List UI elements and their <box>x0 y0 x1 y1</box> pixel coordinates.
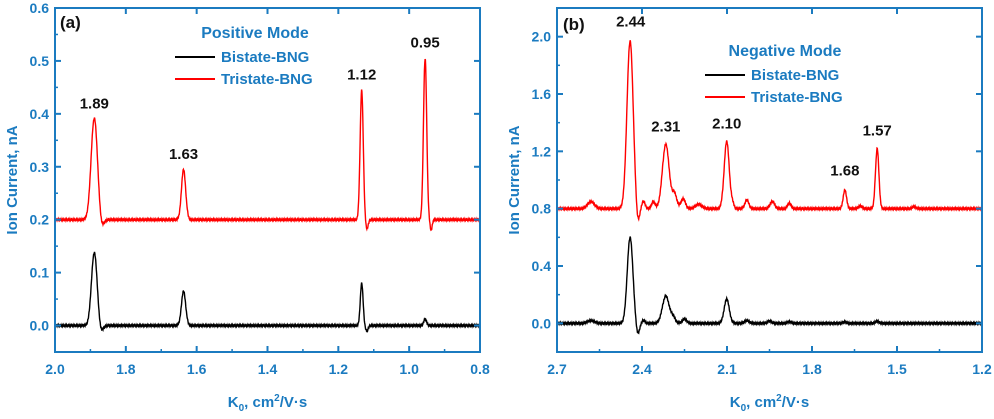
x-tick-label: 1.4 <box>258 361 278 377</box>
peak-label: 1.63 <box>169 146 198 163</box>
y-tick-label: 0.4 <box>532 258 552 274</box>
x-tick-label: 1.8 <box>802 361 822 377</box>
legend-label: Bistate-BNG <box>221 49 309 66</box>
y-tick-label: 0.5 <box>30 53 50 69</box>
x-tick-label: 1.8 <box>116 361 136 377</box>
series-line-bistate-bng <box>556 236 983 335</box>
x-tick-label: 1.2 <box>972 361 992 377</box>
x-tick-label: 2.4 <box>632 361 652 377</box>
y-tick-label: 0.6 <box>30 0 50 16</box>
y-tick-label: 0.1 <box>30 265 50 281</box>
y-axis-label: Ion Current, nA <box>506 125 523 234</box>
x-label-sub: 0 <box>239 403 245 414</box>
x-label-k: K <box>730 394 741 411</box>
x-tick-label: 2.0 <box>45 361 65 377</box>
peak-label: 2.44 <box>616 14 646 31</box>
panel-b: 2.7 2.4 2.1 1.8 1.5 1.2 0.0 0.4 0.8 1.2 1.6 2.0 Ion … <box>506 7 992 414</box>
x-axis-label: K0, cm2/V·s <box>228 393 308 414</box>
series-line-tristate-bng <box>54 58 481 232</box>
x-label-end: /V·s <box>782 394 810 411</box>
y-tick-label: 0.4 <box>30 106 50 122</box>
y-tick-label: 0.2 <box>30 212 50 228</box>
x-label-k: K <box>228 394 239 411</box>
x-label-unit: , cm <box>746 394 776 411</box>
panel-label: (a) <box>60 13 81 32</box>
y-tick-label: 0.8 <box>532 201 552 217</box>
peak-label: 1.89 <box>80 96 109 113</box>
y-tick-label: 2.0 <box>532 29 552 45</box>
legend-title: Positive Mode <box>201 25 309 42</box>
y-tick-label: 0.3 <box>30 159 50 175</box>
x-tick-label: 2.1 <box>717 361 737 377</box>
x-label-end: /V·s <box>280 394 308 411</box>
x-tick-label: 1.6 <box>187 361 207 377</box>
panel-a: 2.0 1.8 1.6 1.4 1.2 1.0 0.8 0.0 0.1 0.2 0.3 0.4 0.5 0… <box>4 0 490 414</box>
series-line-tristate-bng <box>556 40 983 222</box>
y-tick-label: 1.6 <box>532 86 552 102</box>
legend-label: Bistate-BNG <box>751 67 839 84</box>
x-axis-label: K0, cm2/V·s <box>730 393 810 414</box>
x-tick-label: 2.7 <box>547 361 567 377</box>
y-axis-label: Ion Current, nA <box>4 125 21 234</box>
x-label-unit: , cm <box>244 394 274 411</box>
legend-label: Tristate-BNG <box>221 71 313 88</box>
x-label-sup: 2 <box>776 393 782 404</box>
peak-label: 1.12 <box>347 66 376 83</box>
peak-label: 1.68 <box>830 163 859 180</box>
y-tick-label: 1.2 <box>532 143 552 159</box>
y-tick-label: 0.0 <box>30 318 50 334</box>
x-label-sup: 2 <box>274 393 280 404</box>
x-tick-label: 0.8 <box>470 361 490 377</box>
x-tick-label: 1.2 <box>329 361 349 377</box>
series-line-bistate-bng <box>54 251 481 333</box>
legend-label: Tristate-BNG <box>751 89 843 106</box>
x-tick-label: 1.5 <box>887 361 907 377</box>
y-tick-label: 0.0 <box>532 315 552 331</box>
x-tick-label: 1.0 <box>399 361 419 377</box>
peak-label: 2.10 <box>712 115 741 132</box>
legend-title: Negative Mode <box>729 43 842 60</box>
x-label-sub: 0 <box>741 403 747 414</box>
panel-label: (b) <box>563 15 585 34</box>
peak-label: 2.31 <box>651 118 680 135</box>
peak-label: 1.57 <box>863 123 892 140</box>
peak-label: 0.95 <box>411 35 440 52</box>
